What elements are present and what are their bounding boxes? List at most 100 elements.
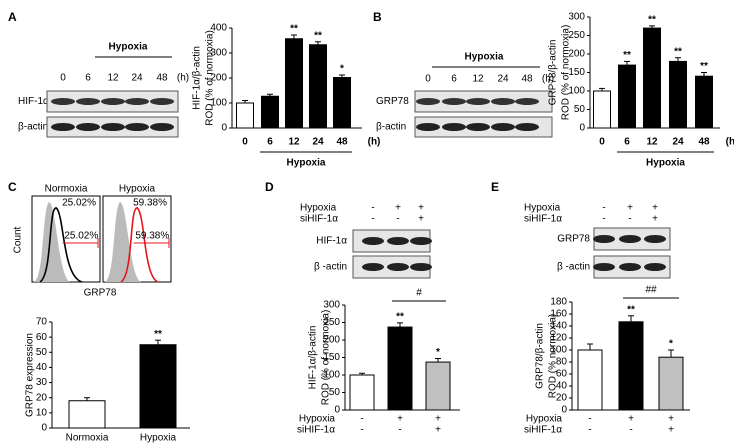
x-tick-label: 24 bbox=[672, 137, 684, 148]
condition-sign: + bbox=[395, 203, 401, 214]
blot-row-label: HIF-1α bbox=[316, 236, 347, 247]
significance: ** bbox=[290, 24, 298, 35]
flow-y-label: Count bbox=[13, 226, 24, 253]
lane-unit: (h) bbox=[542, 74, 554, 85]
lane-label: 48 bbox=[156, 73, 168, 84]
y-tick-label: 0 bbox=[579, 123, 585, 134]
blot-row-label: GRP78 bbox=[376, 96, 409, 107]
y-tick-label: 120 bbox=[550, 333, 567, 344]
condition-sign: - bbox=[396, 214, 399, 225]
x-tick-label: 12 bbox=[646, 137, 658, 148]
y-axis-label: GRP78 expression bbox=[25, 333, 36, 417]
blot-band bbox=[644, 263, 666, 271]
bar bbox=[349, 374, 375, 411]
x-tick-label: Hypoxia bbox=[140, 433, 177, 444]
y-tick-label: 300 bbox=[323, 300, 340, 311]
condition-name: siHIF-1α bbox=[524, 214, 562, 225]
y-tick-label: 60 bbox=[556, 369, 568, 380]
flow-title: Normoxia bbox=[45, 184, 88, 195]
x-tick-label: 24 bbox=[312, 137, 324, 148]
y-axis-label: ROD (% normoxia) bbox=[548, 314, 559, 398]
bar bbox=[261, 95, 279, 129]
blot-band bbox=[466, 123, 490, 131]
flow-x-label: GRP78 bbox=[84, 288, 117, 299]
lane-label: 0 bbox=[425, 74, 431, 85]
x-tick-label: 0 bbox=[242, 137, 248, 148]
condition-name: Hypoxia bbox=[299, 414, 336, 425]
blot-band bbox=[125, 98, 149, 105]
bar bbox=[695, 75, 713, 129]
condition-sign: - bbox=[360, 414, 363, 425]
x-unit: (h) bbox=[368, 137, 381, 148]
y-tick-label: 150 bbox=[568, 67, 585, 78]
blot-band bbox=[387, 237, 409, 245]
condition-sign: - bbox=[602, 214, 605, 225]
y-tick-label: 400 bbox=[210, 23, 227, 34]
condition-sign: - bbox=[371, 214, 374, 225]
y-tick-label: 30 bbox=[36, 377, 48, 388]
y-tick-label: 40 bbox=[36, 362, 48, 373]
bar bbox=[658, 356, 684, 411]
y-tick-label: 50 bbox=[329, 387, 341, 398]
y-tick-label: 200 bbox=[210, 73, 227, 84]
blot-row-label: β -actin bbox=[314, 262, 347, 273]
significance: * bbox=[669, 339, 673, 350]
y-tick-label: 150 bbox=[323, 352, 340, 363]
blot-band bbox=[410, 237, 432, 245]
y-axis-label: HIF-1α/β-actin bbox=[308, 326, 319, 390]
blot-header: Hypoxia bbox=[109, 42, 148, 53]
condition-sign: - bbox=[588, 425, 591, 436]
blot-band bbox=[150, 123, 174, 131]
blot-band bbox=[150, 98, 174, 105]
lane-label: 6 bbox=[451, 74, 457, 85]
bar bbox=[236, 102, 254, 129]
y-tick-label: 300 bbox=[568, 12, 585, 23]
bar bbox=[285, 38, 303, 129]
lane-unit: (h) bbox=[177, 73, 189, 84]
x-tick-label: 48 bbox=[698, 137, 710, 148]
y-tick-label: 20 bbox=[36, 392, 48, 403]
condition-sign: - bbox=[628, 214, 631, 225]
blot-row-label: β -actin bbox=[557, 262, 590, 273]
condition-sign: + bbox=[397, 414, 403, 425]
significance: ** bbox=[700, 61, 708, 72]
x-tick-label: 12 bbox=[288, 137, 300, 148]
significance: ** bbox=[623, 50, 631, 61]
lane-label: 6 bbox=[85, 73, 91, 84]
x-unit: (h) bbox=[726, 137, 734, 148]
condition-sign: - bbox=[360, 425, 363, 436]
y-tick-label: 140 bbox=[550, 321, 567, 332]
blot-row-label: HIF-1α bbox=[18, 96, 49, 107]
condition-name: siHIF-1α bbox=[297, 425, 335, 436]
significance: ** bbox=[154, 329, 162, 340]
blot-band bbox=[76, 123, 100, 131]
blot-band bbox=[593, 235, 615, 243]
y-tick-label: 100 bbox=[323, 370, 340, 381]
y-tick-label: 0 bbox=[221, 123, 227, 134]
y-tick-label: 70 bbox=[36, 317, 48, 328]
bar bbox=[593, 90, 611, 129]
y-tick-label: 250 bbox=[568, 30, 585, 41]
blot-band bbox=[593, 263, 615, 271]
bar bbox=[643, 27, 661, 129]
blot-row-label: β-actin bbox=[376, 122, 406, 133]
flow-corner-label: 59.38% bbox=[133, 198, 167, 209]
flow-control bbox=[105, 202, 141, 282]
bar bbox=[387, 326, 413, 411]
y-tick-label: 60 bbox=[36, 332, 48, 343]
bar bbox=[618, 321, 644, 411]
bar bbox=[309, 44, 327, 129]
lane-label: 24 bbox=[131, 73, 143, 84]
bar bbox=[669, 60, 687, 129]
bar bbox=[577, 349, 603, 411]
blot-band bbox=[619, 235, 641, 243]
x-axis-label: Hypoxia bbox=[646, 158, 685, 169]
y-axis-label: HIF-1α/β-actin bbox=[192, 46, 203, 110]
blot-band bbox=[362, 237, 384, 245]
condition-sign: + bbox=[435, 414, 441, 425]
y-tick-label: 300 bbox=[210, 48, 227, 59]
blot-band bbox=[619, 263, 641, 271]
flow-sample bbox=[39, 207, 83, 283]
y-axis-label: GRP78/β-actin bbox=[548, 40, 559, 106]
